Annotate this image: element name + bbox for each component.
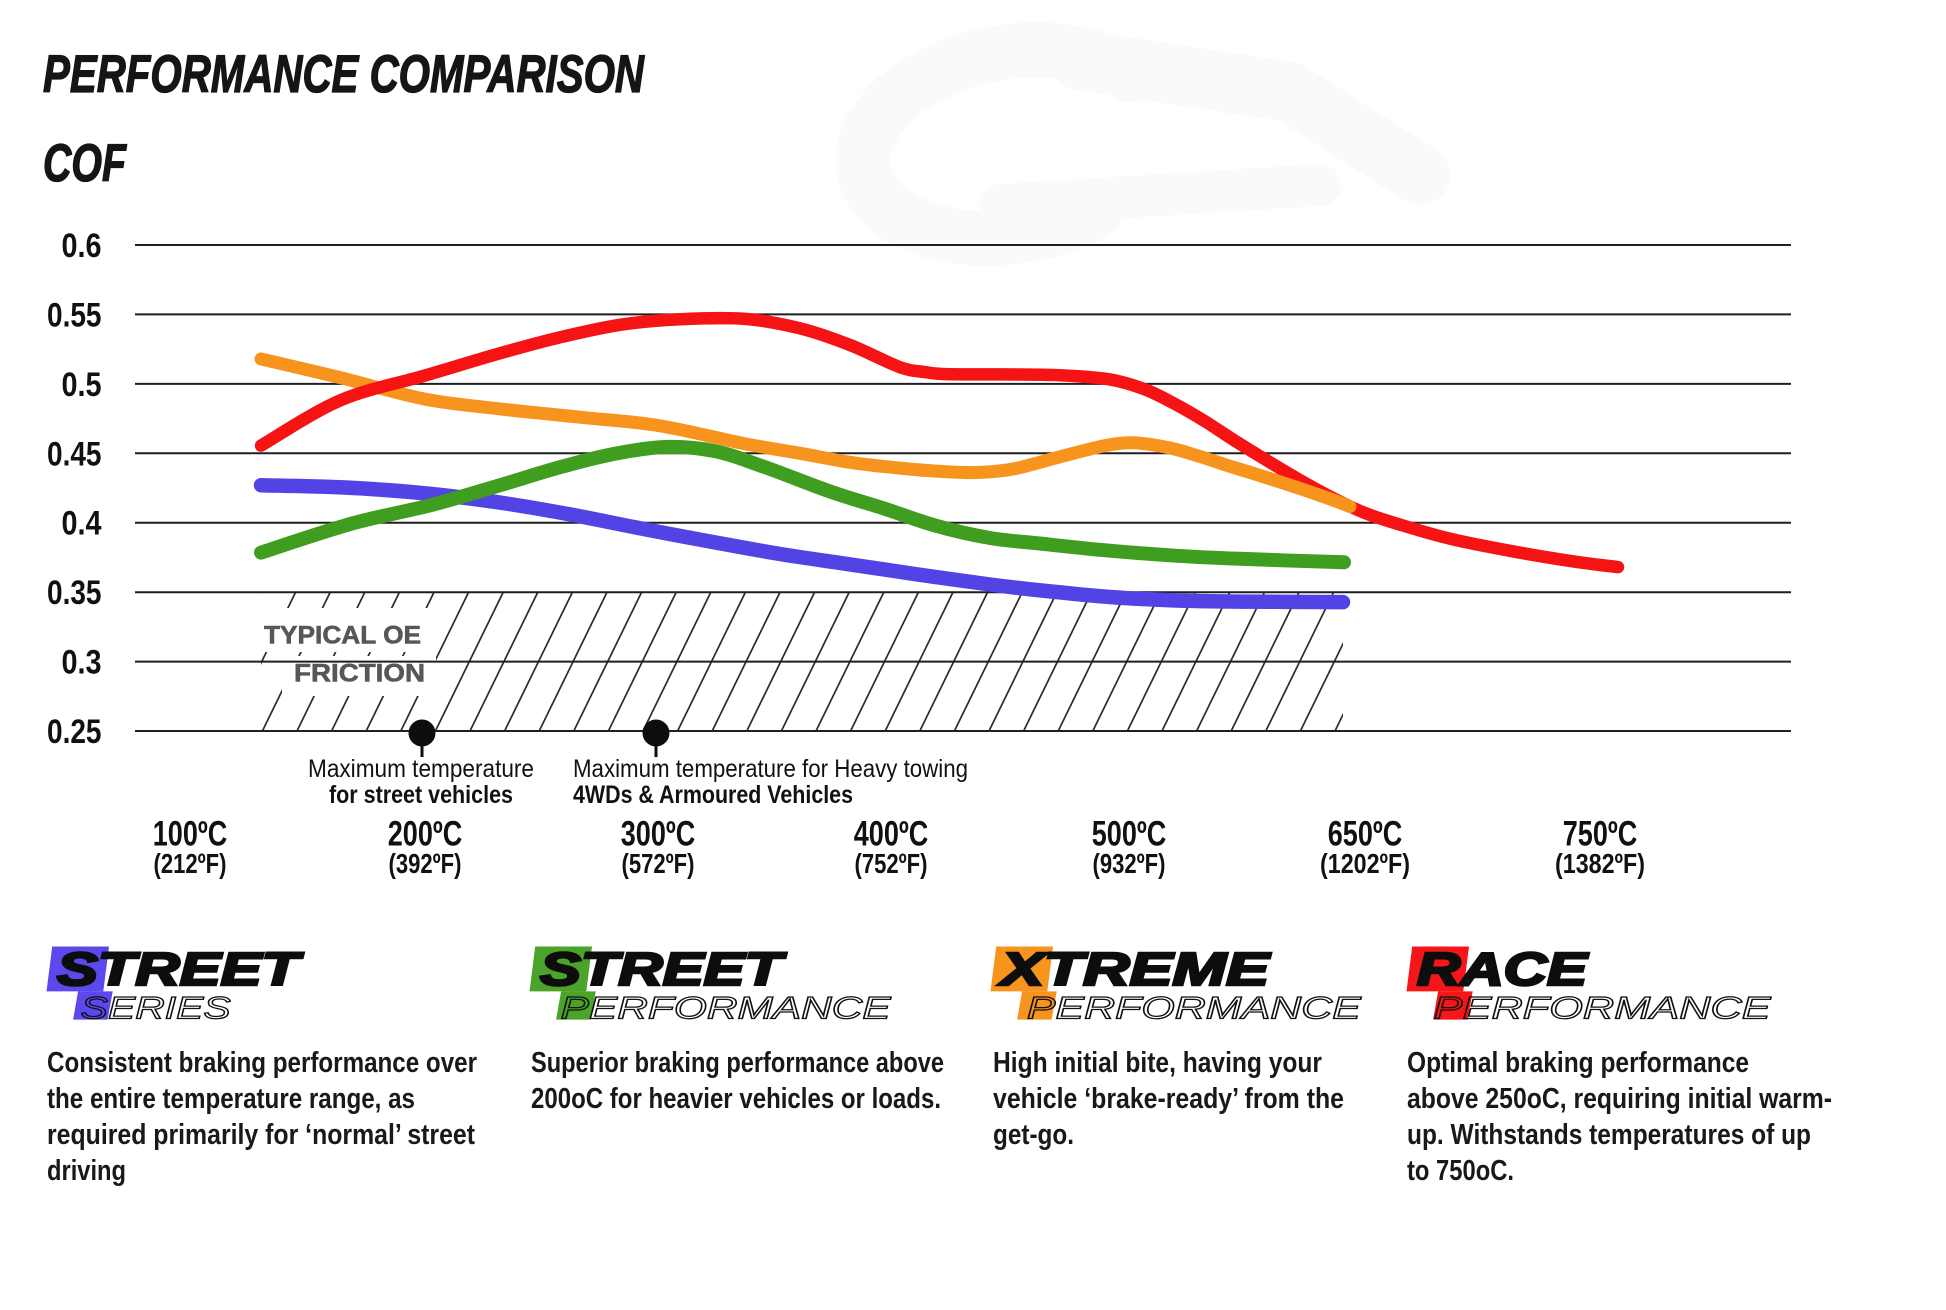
svg-text:XTREME: XTREME: [997, 943, 1271, 995]
svg-text:750ºC: 750ºC: [1563, 815, 1638, 854]
svg-text:(932ºF): (932ºF): [1093, 848, 1166, 879]
svg-text:Maximum temperature: Maximum temperature: [308, 755, 534, 783]
svg-text:200oC for heavier vehicles or: 200oC for heavier vehicles or loads.: [531, 1083, 941, 1115]
svg-text:COF: COF: [43, 134, 127, 193]
svg-text:the entire temperature range,: the entire temperature range, as: [47, 1083, 415, 1115]
svg-text:FRICTION: FRICTION: [294, 660, 425, 688]
svg-text:0.5: 0.5: [62, 366, 102, 404]
svg-text:(572ºF): (572ºF): [622, 848, 695, 879]
svg-text:for street vehicles: for street vehicles: [329, 781, 513, 809]
svg-text:0.25: 0.25: [47, 713, 102, 751]
svg-text:PERFORMANCE COMPARISON: PERFORMANCE COMPARISON: [43, 45, 645, 104]
svg-text:TYPICAL OE: TYPICAL OE: [264, 622, 421, 650]
svg-text:Superior braking performance a: Superior braking performance above: [531, 1047, 944, 1079]
svg-text:Consistent braking performance: Consistent braking performance over: [47, 1047, 477, 1079]
svg-text:STREET: STREET: [57, 943, 304, 995]
svg-text:required primarily for ‘normal: required primarily for ‘normal’ street: [47, 1119, 475, 1151]
svg-text:0.55: 0.55: [47, 296, 102, 334]
svg-text:above 250oC, requiring initial: above 250oC, requiring initial warm-: [1407, 1083, 1832, 1115]
svg-text:400ºC: 400ºC: [854, 815, 929, 854]
svg-text:300ºC: 300ºC: [621, 815, 696, 854]
svg-text:RACE: RACE: [1417, 943, 1589, 995]
svg-text:0.4: 0.4: [62, 505, 102, 543]
svg-text:200ºC: 200ºC: [388, 815, 463, 854]
svg-text:(752ºF): (752ºF): [855, 848, 928, 879]
svg-text:PERFORMANCE: PERFORMANCE: [1434, 990, 1772, 1026]
svg-text:4WDs & Armoured Vehicles: 4WDs & Armoured Vehicles: [573, 781, 853, 809]
svg-text:0.35: 0.35: [47, 574, 102, 612]
svg-text:650ºC: 650ºC: [1328, 815, 1403, 854]
svg-text:0.3: 0.3: [62, 644, 102, 682]
svg-text:PERFORMANCE: PERFORMANCE: [561, 990, 892, 1026]
svg-text:get-go.: get-go.: [993, 1119, 1074, 1151]
svg-text:STREET: STREET: [540, 943, 787, 995]
svg-text:(392ºF): (392ºF): [389, 848, 462, 879]
svg-text:0.6: 0.6: [62, 227, 102, 265]
svg-text:SERIES: SERIES: [81, 990, 231, 1026]
svg-text:PERFORMANCE: PERFORMANCE: [1027, 990, 1362, 1026]
svg-text:Optimal braking performance: Optimal braking performance: [1407, 1047, 1749, 1079]
svg-text:Maximum temperature for Heavy: Maximum temperature for Heavy towing: [573, 755, 968, 783]
svg-text:500ºC: 500ºC: [1092, 815, 1167, 854]
svg-text:(1382ºF): (1382ºF): [1555, 848, 1645, 879]
svg-text:(212ºF): (212ºF): [154, 848, 227, 879]
svg-text:(1202ºF): (1202ºF): [1320, 848, 1410, 879]
svg-text:driving: driving: [47, 1155, 126, 1187]
svg-text:0.45: 0.45: [47, 435, 102, 473]
svg-text:to 750oC.: to 750oC.: [1407, 1155, 1514, 1187]
svg-text:vehicle ‘brake-ready’ from the: vehicle ‘brake-ready’ from the: [993, 1083, 1344, 1115]
svg-text:up. Withstands temperatures of: up. Withstands temperatures of up: [1407, 1119, 1811, 1151]
svg-text:100ºC: 100ºC: [153, 815, 228, 854]
svg-text:High initial bite, having your: High initial bite, having your: [993, 1047, 1322, 1079]
